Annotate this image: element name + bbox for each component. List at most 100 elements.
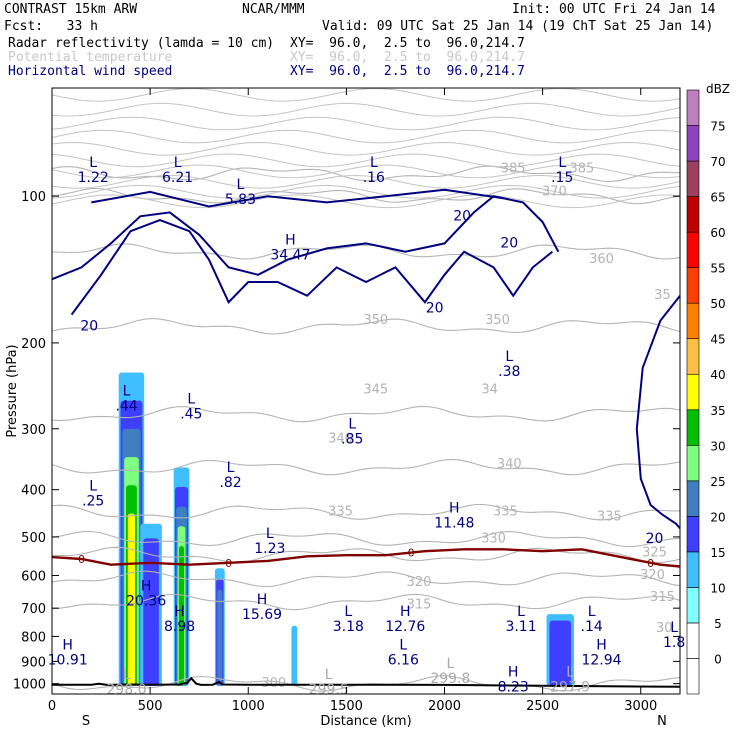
x-axis-title: Distance (km)	[320, 714, 411, 729]
extremum-marker: L	[399, 638, 407, 654]
extremum-value: 1.22	[78, 170, 109, 186]
extremum-value: 34.47	[270, 248, 310, 264]
extremum-value: 1.23	[254, 541, 285, 557]
theta-contour-370	[51, 187, 681, 205]
theta-label: 385	[569, 162, 594, 177]
valid-time: Valid: 09 UTC Sat 25 Jan 14 (19 ChT Sat …	[322, 19, 714, 34]
field-theta-name: Potential temperature	[8, 50, 173, 65]
colorbar-label: 60	[710, 226, 725, 240]
x-end-label-right: N	[657, 714, 667, 729]
y-axis-title: Pressure (hPa)	[5, 344, 20, 437]
field-wind-name: Horizontal wind speed	[8, 64, 173, 79]
extremum-marker: H	[257, 592, 268, 608]
x-end-label-left: S	[82, 714, 90, 729]
colorbar-label: 40	[710, 368, 725, 382]
colorbar-swatch	[686, 622, 700, 659]
extremum-marker: L	[89, 478, 97, 494]
y-tick-label: 600	[21, 570, 46, 585]
extremum-marker: L	[187, 391, 195, 407]
extremum-marker: L	[236, 177, 244, 193]
colorbar-label: 20	[710, 510, 725, 524]
colorbar-label: 65	[710, 191, 725, 205]
colorbar-label: 0	[714, 652, 722, 666]
extremum-marker: L	[344, 604, 352, 620]
y-tick-label: 700	[21, 602, 46, 617]
theta-label: 385	[501, 162, 526, 177]
reflectivity-column-2	[178, 546, 185, 686]
x-tick-label: 1000	[232, 699, 265, 714]
y-tick-label: 1000	[13, 678, 46, 693]
colorbar-swatch	[686, 658, 700, 695]
extremum-value: .38	[498, 364, 520, 380]
extremum-value: 8.23	[498, 680, 529, 696]
wind-contour	[51, 195, 560, 281]
theta-contour-320	[51, 570, 681, 588]
reflectivity-column-0	[127, 513, 136, 686]
y-tick-label: 100	[21, 190, 46, 205]
x-tick-label: 500	[138, 699, 163, 714]
extremum-marker: L	[517, 604, 525, 620]
extremum-marker: L	[266, 526, 274, 542]
theta-contour-340	[51, 458, 681, 476]
freezing-level-label: 0	[225, 557, 232, 570]
extremum-value: 299.8	[430, 671, 470, 687]
freezing-level-line	[51, 548, 681, 568]
colorbar-label: 10	[710, 581, 725, 595]
extremum-marker: H	[400, 604, 411, 620]
extremum-value: 3.11	[505, 619, 536, 635]
y-tick-label: 500	[21, 531, 46, 546]
y-tick-label: 200	[21, 337, 46, 352]
extremum-value: 298.0	[107, 682, 147, 698]
theta-label: 335	[328, 505, 353, 520]
theta-contour-upper	[51, 102, 681, 117]
x-tick-label: 3000	[624, 699, 657, 714]
colorbar-label: 50	[710, 297, 725, 311]
extremum-marker: L	[348, 417, 356, 433]
colorbar-swatch	[686, 409, 700, 446]
extremum-marker: L	[227, 460, 235, 476]
theta-label: 320	[640, 568, 665, 583]
colorbar-swatch	[686, 160, 700, 197]
extremum-value: 20.36	[126, 593, 166, 609]
theta-contour-325	[51, 546, 681, 564]
extremum-marker: H	[285, 233, 296, 249]
colorbar-label: 25	[710, 475, 725, 489]
reflectivity-column-1	[143, 538, 159, 686]
colorbar-label: 75	[710, 120, 725, 134]
extremum-value: .16	[363, 170, 385, 186]
extremum-marker: H	[62, 638, 73, 654]
theta-label: 350	[485, 313, 510, 328]
x-tick-label: 2000	[428, 699, 461, 714]
reflectivity-column-3	[217, 589, 223, 686]
x-tick-label: 2500	[526, 699, 559, 714]
theta-label: 34	[481, 383, 498, 398]
x-tick-label: 0	[48, 699, 56, 714]
extremum-marker: L	[566, 665, 574, 681]
theta-contour-345	[51, 405, 681, 423]
theta-contour-upper	[51, 153, 681, 168]
field-reflectivity-name: Radar reflectivity (lamda = 10 cm)	[8, 36, 275, 51]
extremum-value: 297.9	[550, 680, 590, 696]
freezing-level-label: 0	[408, 547, 415, 560]
field-theta-xy: XY= 96.0, 2.5 to 96.0,214.7	[290, 50, 525, 65]
wind-contour-label: 20	[500, 235, 518, 251]
reflectivity-column-5	[549, 620, 571, 686]
theta-label: 340	[497, 457, 522, 472]
field-reflectivity-xy: XY= 96.0, 2.5 to 96.0,214.7	[290, 36, 525, 51]
colorbar-swatch	[686, 444, 700, 482]
extremum-value: 3.18	[333, 619, 364, 635]
colorbar-swatch	[686, 89, 700, 126]
forecast-hour: Fcst: 33 h	[4, 19, 98, 34]
extremum-value: 6.16	[388, 653, 419, 669]
theta-label: 35	[654, 288, 671, 303]
theta-label: 345	[363, 383, 388, 398]
colorbar-swatch	[686, 196, 700, 233]
extremum-marker: L	[370, 155, 378, 171]
theta-label: 370	[542, 184, 567, 199]
y-tick-label: 800	[21, 630, 46, 645]
theta-contour-360	[51, 243, 681, 260]
y-tick-label: 400	[21, 484, 46, 499]
theta-label: 30	[656, 621, 673, 636]
